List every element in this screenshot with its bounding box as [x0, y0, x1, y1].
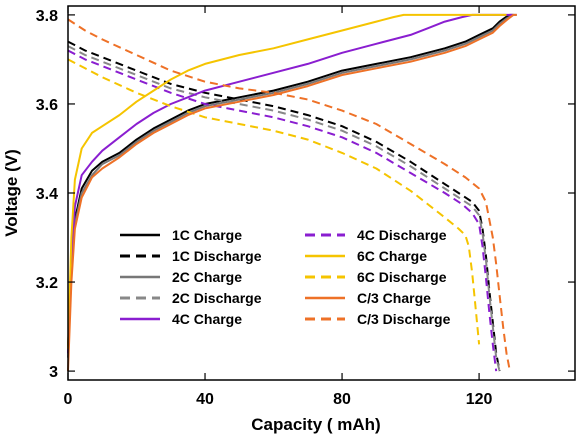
legend: 1C Charge 1C Discharge 2C Charge 2C Dischar…: [120, 227, 451, 327]
y-tick-label: 3.8: [36, 8, 58, 25]
series-line-1c-charge: [67, 13, 514, 349]
series-line-c-3-charge: [67, 13, 517, 372]
y-tick-label: 3: [49, 364, 58, 381]
series-line-2c-charge: [67, 13, 517, 358]
legend-label-4c-charge: 4C Charge: [172, 311, 242, 327]
x-tick-label: 40: [196, 391, 214, 408]
legend-label-1c-charge: 1C Charge: [172, 227, 242, 243]
y-axis-title: Voltage (V): [2, 149, 21, 237]
x-tick-label: 80: [333, 391, 351, 408]
y-tick-label: 3.2: [36, 275, 58, 292]
y-tick-label: 3.6: [36, 97, 58, 114]
legend-label-c-3-discharge: C/3 Discharge: [357, 311, 451, 327]
series-line-6c-discharge: [67, 58, 481, 345]
legend-label-2c-charge: 2C Charge: [172, 269, 242, 285]
series-line-2c-discharge: [67, 45, 501, 372]
x-axis-title: Capacity ( mAh): [251, 415, 380, 434]
x-tick-label: 0: [64, 391, 73, 408]
series-line-c-3-discharge: [67, 18, 511, 372]
legend-label-c-3-charge: C/3 Charge: [357, 290, 431, 306]
series-line-6c-charge: [67, 13, 507, 349]
legend-label-6c-discharge: 6C Discharge: [357, 269, 447, 285]
legend-label-6c-charge: 6C Charge: [357, 248, 427, 264]
x-tick-label: 120: [466, 391, 493, 408]
legend-label-2c-discharge: 2C Discharge: [172, 290, 262, 306]
series-line-4c-discharge: [67, 49, 498, 372]
legend-label-1c-discharge: 1C Discharge: [172, 248, 262, 264]
y-tick-label: 3.4: [36, 186, 58, 203]
legend-label-4c-discharge: 4C Discharge: [357, 227, 447, 243]
